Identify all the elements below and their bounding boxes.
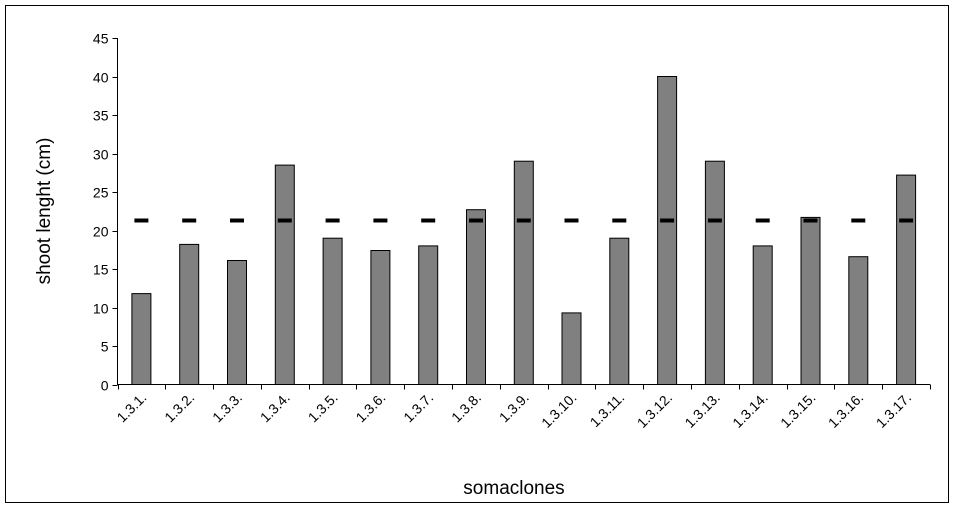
y-tick-label: 0: [101, 378, 109, 394]
y-tick-label: 10: [93, 301, 109, 317]
y-tick-label: 40: [93, 70, 109, 86]
y-tick-label: 45: [93, 31, 109, 47]
y-tick-label: 25: [93, 185, 109, 201]
y-tick-label: 20: [93, 224, 109, 240]
y-tick-label: 35: [93, 108, 109, 124]
bar-1-3-1: [131, 293, 152, 386]
bar-1-3-16: [848, 256, 869, 386]
bar-1-3-3: [227, 260, 247, 385]
bar-1-3-7: [418, 245, 439, 385]
bar-1-3-6: [370, 250, 391, 385]
bar-1-3-13: [704, 160, 725, 385]
bar-1-3-8: [466, 209, 486, 385]
y-tick-label: 5: [101, 339, 109, 355]
y-axis-title: shoot lenght (cm): [34, 138, 55, 285]
bar-1-3-15: [800, 216, 821, 385]
bar-1-3-14: [752, 245, 773, 385]
bar-1-3-9: [513, 160, 534, 385]
bar-1-3-5: [322, 237, 343, 385]
bar-1-3-2: [179, 243, 200, 385]
y-tick-label: 30: [93, 147, 109, 163]
y-axis-ticks: 0 5 10 15 20 25 30 35 40 45: [93, 31, 118, 394]
bar-1-3-17: [896, 174, 917, 385]
bar-1-3-11: [609, 237, 630, 385]
bar-1-3-12: [657, 76, 678, 385]
bar-1-3-10: [561, 312, 582, 385]
y-tick-label: 15: [93, 262, 109, 278]
bar-1-3-4: [274, 164, 295, 385]
x-axis-title: somaclones: [463, 478, 564, 499]
bars: [131, 76, 917, 386]
